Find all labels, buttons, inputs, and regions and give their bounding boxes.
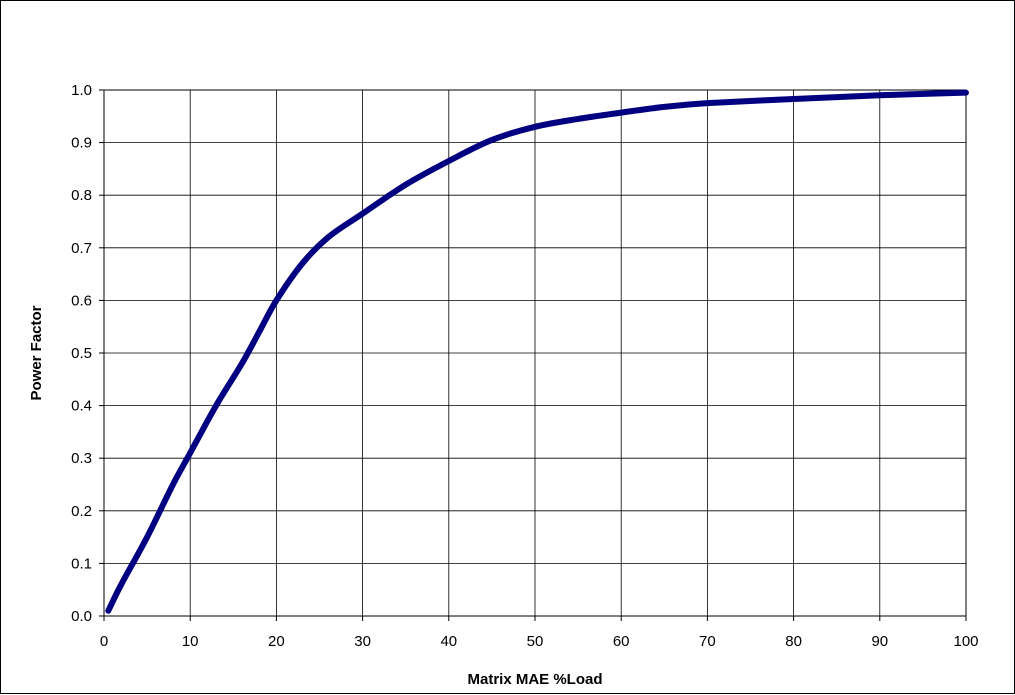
x-tick-label: 40: [440, 633, 457, 650]
grid-layer: [103, 89, 967, 617]
y-tick-label: 1.0: [71, 82, 92, 99]
y-tick-label: 0.2: [71, 503, 92, 520]
x-axis-title: Matrix MAE %Load: [467, 671, 602, 688]
series-layer: [105, 89, 969, 614]
tick-layer: 0 10 20 30 40 50 60 70 80 90 100 0.0 0.1 0.2 0.3 0.4 0.5…: [71, 82, 978, 650]
y-tick-label: 0.9: [71, 135, 92, 152]
y-tick-label: 0.3: [71, 450, 92, 467]
x-tick-label: 30: [354, 633, 371, 650]
y-tick-label: 0.7: [71, 240, 92, 257]
y-tick-label: 0.8: [71, 187, 92, 204]
y-axis-title: Power Factor: [28, 305, 45, 400]
y-tick-label: 0.4: [71, 398, 92, 415]
x-tick-label: 70: [699, 633, 716, 650]
x-tick-label: 20: [268, 633, 285, 650]
x-tick-label: 80: [785, 633, 802, 650]
y-tick-label: 0.1: [71, 555, 92, 572]
x-tick-label: 100: [953, 633, 978, 650]
x-tick-label: 60: [613, 633, 630, 650]
x-tick-label: 10: [182, 633, 199, 650]
x-tick-label: 90: [871, 633, 888, 650]
x-tick-label: 50: [527, 633, 544, 650]
y-tick-label: 0.6: [71, 292, 92, 309]
y-tick-label: 0.5: [71, 345, 92, 362]
y-tick-label: 0.0: [71, 608, 92, 625]
x-tick-label: 0: [100, 633, 108, 650]
series-line-0: [105, 89, 969, 614]
